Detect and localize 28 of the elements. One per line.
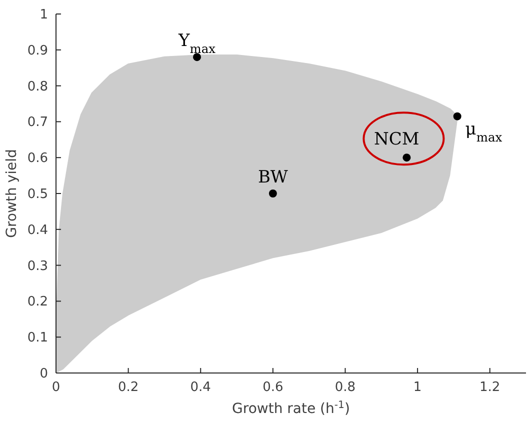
y-tick-label: 0 — [40, 366, 48, 382]
x-tick-label: 1 — [413, 380, 422, 395]
annotation: NCM — [374, 130, 420, 150]
point — [193, 53, 201, 62]
y-tick-label: 0.9 — [27, 43, 48, 58]
x-tick-label: 0.4 — [190, 380, 211, 395]
x-tick-label: 0.8 — [334, 380, 356, 395]
y-tick-label: 0.4 — [27, 222, 48, 238]
y-axis-title: Growth yield — [4, 149, 20, 238]
y-tick-label: 0.1 — [27, 330, 48, 346]
y-tick-label: 0.3 — [27, 258, 48, 274]
x-tick-label: 0.2 — [118, 380, 139, 395]
point — [402, 154, 411, 162]
y-tick-label: 0.8 — [27, 79, 48, 94]
x-tick-label: 0 — [52, 380, 60, 395]
y-tick-label: 0.2 — [27, 294, 48, 310]
annotation: Y$_{max}$ — [177, 31, 216, 56]
x-axis-title: Growth rate (h$^{-1}$) — [232, 400, 350, 417]
annotation: μ$_{max}$ — [465, 119, 502, 144]
x-tick-label: 1.2 — [480, 380, 500, 395]
point — [268, 190, 277, 198]
y-tick-label: 1 — [40, 8, 48, 22]
point — [453, 112, 462, 120]
annotation: BW — [258, 168, 288, 188]
y-tick-label: 0.5 — [27, 187, 48, 202]
y-tick-label: 0.6 — [27, 151, 48, 166]
x-tick-label: 0.6 — [262, 380, 284, 395]
y-tick-label: 0.7 — [27, 115, 48, 130]
